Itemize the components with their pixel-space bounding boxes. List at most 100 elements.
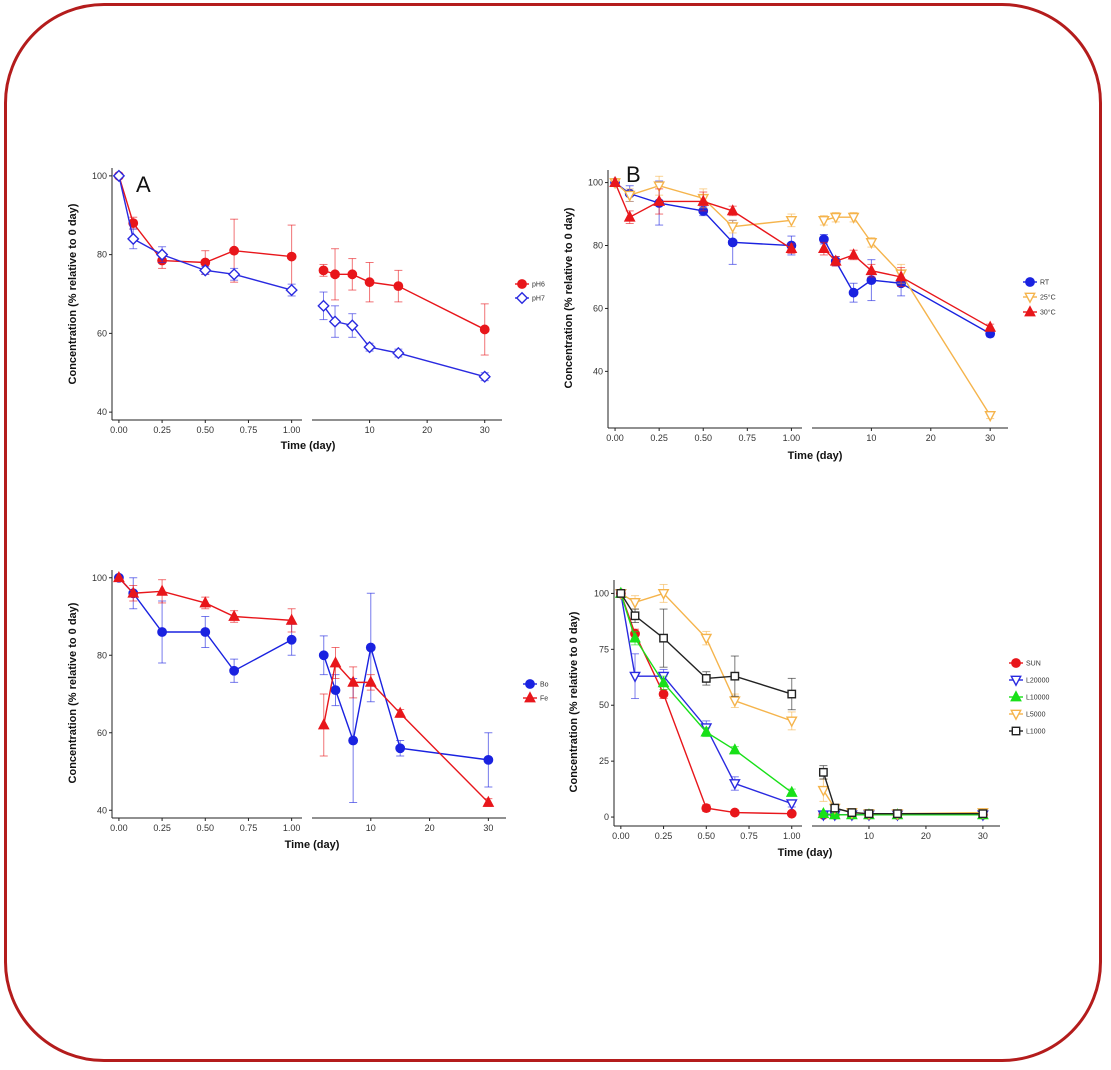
legend-entry: L10000 [1009,690,1049,702]
legend-marker [1025,277,1035,287]
y-tick-label: 80 [97,650,107,660]
legend-label: pH7 [532,296,545,303]
y-tick-label: 75 [599,644,609,654]
data-point [700,633,713,645]
data-point [847,248,860,260]
data-point [127,232,140,246]
data-point [864,809,874,819]
x-tick-label: 30 [985,433,995,443]
data-point [785,716,798,728]
data-point [365,642,376,653]
data-point [364,277,375,288]
data-point [363,340,376,354]
data-point [978,809,988,819]
data-point [479,324,490,335]
data-point [893,809,902,819]
y-tick-label: 100 [594,588,609,598]
data-point [847,212,860,224]
x-tick-label: 30 [978,831,988,841]
legend-entry: pH6 [515,279,545,289]
data-point [700,725,713,737]
data-point [330,269,340,280]
legend-label: 30°C [1040,309,1056,317]
data-point [653,181,666,193]
chart-panel-4: 0 25 50 75 100 0.00 0.25 0.50 0.75 1.00 10 20 30 Time… [568,580,1049,859]
legend-marker [525,679,535,689]
series-line [822,772,983,815]
data-point [609,175,621,187]
y-axis-title: Concentration (% relative to 0 day) [67,602,79,783]
x-tick-label: 0.75 [739,433,757,443]
data-point [726,222,739,234]
series-SUN [615,588,988,820]
x-tick-label: 0.75 [240,425,258,435]
y-tick-label: 100 [588,178,603,188]
chart-panel-3: 40 60 80 100 0.00 0.25 0.50 0.75 1.00 10 20 30 Time … [67,570,549,851]
data-point [330,685,341,696]
data-point [392,346,405,360]
data-point [318,265,329,276]
data-point [285,283,298,297]
data-point [785,241,798,254]
y-tick-label: 40 [97,407,107,417]
data-point [286,251,297,262]
series-pH6 [114,170,490,356]
data-point [818,215,830,228]
data-point [318,650,329,661]
series-L1000 [616,589,988,819]
data-point [697,194,710,206]
data-point [200,627,211,637]
data-point [865,263,878,276]
data-point [785,785,798,797]
legend-entry: 30°C [1023,305,1056,317]
x-tick-label: 10 [366,823,376,833]
data-point [199,264,212,277]
data-point [347,675,360,687]
y-tick-label: 60 [97,728,107,738]
data-point [113,571,125,583]
data-point [395,743,406,754]
x-tick-label: 1.00 [283,425,301,435]
chart-panel-2: 40 60 80 100 0.00 0.25 0.50 0.75 1.00 10 20 30 Time … [563,162,1056,462]
x-tick-label: 0.50 [698,831,716,841]
data-point [728,743,741,755]
series-Fe [113,571,495,807]
y-tick-label: 100 [92,171,107,181]
legend-entry: RT [1023,277,1050,287]
y-tick-label: 100 [92,573,107,583]
legend-entry: 25°C [1023,292,1056,304]
data-point [347,269,358,280]
data-point [478,370,491,383]
y-axis-title: Concentration (% relative to 0 day) [568,611,580,792]
series-L20000 [614,589,989,822]
x-tick-label: 1.00 [783,433,801,443]
series-line [620,593,792,805]
x-tick-label: 10 [864,831,874,841]
data-point [865,237,878,250]
series-line [323,269,486,331]
data-point [157,627,167,637]
y-tick-label: 80 [97,250,107,260]
series-line [620,593,792,815]
legend-entry: SUN [1009,658,1041,668]
data-point [785,799,798,811]
series-line [823,248,991,328]
legend-label: L10000 [1026,695,1049,702]
x-axis-title: Time (day) [285,839,340,851]
y-axis-title: Concentration (% relative to 0 day) [67,203,79,384]
series-line [823,216,991,416]
series-Bo [114,572,494,803]
x-axis-title: Time (day) [778,847,833,859]
data-point [156,584,168,596]
y-tick-label: 40 [97,805,107,815]
legend-entry: L20000 [1009,675,1049,687]
y-tick-label: 60 [97,328,107,338]
legend-marker [524,691,536,703]
x-tick-label: 0.25 [655,831,673,841]
data-point [847,808,857,817]
data-point [285,613,298,625]
y-tick-label: 80 [593,241,603,251]
data-point [286,634,297,645]
series-line [323,647,489,761]
data-point [483,754,494,765]
